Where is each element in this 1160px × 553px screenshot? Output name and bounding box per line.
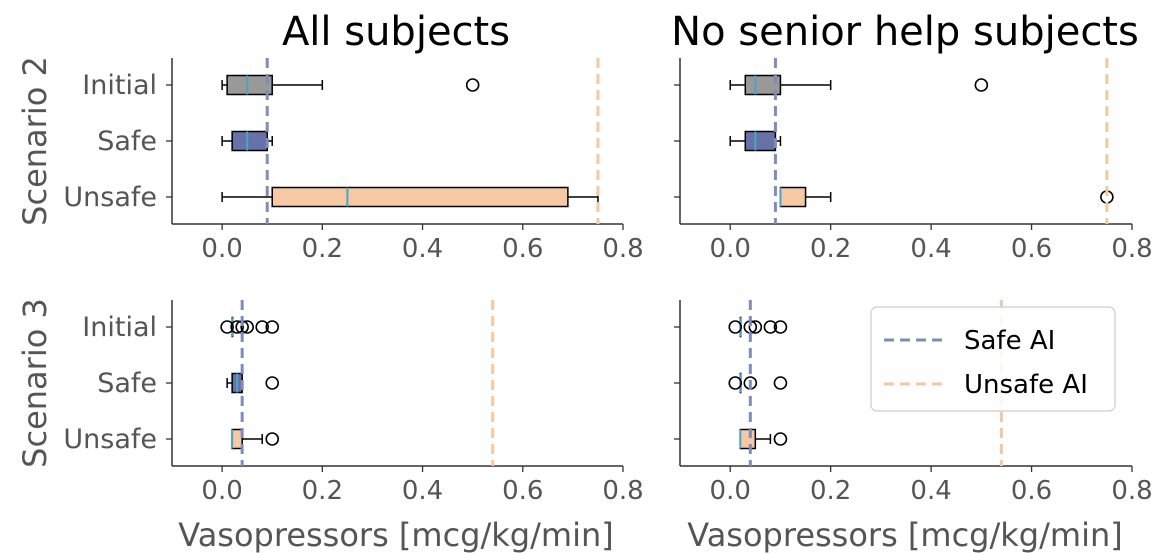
box-unsafe bbox=[231, 428, 243, 450]
box-unsafe bbox=[739, 428, 757, 450]
outlier-initial bbox=[265, 320, 280, 334]
box-initial bbox=[744, 74, 782, 96]
y-tick-label-safe: Safe bbox=[97, 126, 157, 157]
x-tick-label: 0.8 bbox=[602, 476, 643, 506]
x-tick-label: 0.0 bbox=[710, 476, 751, 506]
x-tick-label: 0.0 bbox=[201, 476, 242, 506]
x-axis-label-left: Vasopressors [mcg/kg/min] bbox=[178, 516, 613, 553]
x-tick-label: 0.6 bbox=[502, 476, 543, 506]
box-unsafe bbox=[271, 186, 569, 208]
x-tick-label: 0.6 bbox=[502, 234, 543, 264]
legend-label-safe-ai: Safe AI bbox=[964, 326, 1055, 356]
outlier-initial bbox=[748, 320, 763, 334]
row-title-scenario-3: Scenario 3 bbox=[16, 298, 54, 468]
outlier-initial bbox=[763, 320, 778, 334]
outlier-unsafe bbox=[773, 432, 788, 446]
box-initial bbox=[226, 74, 273, 96]
outlier-initial bbox=[240, 320, 254, 334]
outlier-safe bbox=[773, 376, 788, 390]
x-tick-label: 0.0 bbox=[710, 234, 751, 264]
x-tick-label: 0.6 bbox=[1011, 234, 1052, 264]
y-tick-label-initial: Initial bbox=[82, 70, 157, 101]
panel-4: 0.0 0.2 0.4 0.6 0.8 bbox=[674, 300, 1153, 506]
panel-1: 0.0 0.2 0.4 0.6 0.8 Initial Safe Unsafe bbox=[63, 58, 644, 264]
panel-2: 0.0 0.2 0.4 0.6 0.8 bbox=[674, 58, 1153, 264]
panel-3: 0.0 0.2 0.4 0.6 0.8 Initial Safe Unsafe bbox=[63, 300, 644, 506]
outlier-safe bbox=[728, 376, 743, 390]
x-tick-label: 0.8 bbox=[1111, 234, 1152, 264]
outlier-unsafe bbox=[265, 432, 280, 446]
outlier-safe bbox=[265, 376, 280, 390]
legend-label-unsafe-ai: Unsafe AI bbox=[964, 370, 1088, 400]
outlier-initial bbox=[465, 78, 480, 92]
column-title-no-senior-help: No senior help subjects bbox=[671, 9, 1139, 55]
x-tick-label: 0.4 bbox=[402, 476, 443, 506]
box-unsafe bbox=[779, 186, 807, 208]
x-tick-label: 0.4 bbox=[910, 234, 951, 264]
y-tick-label-initial: Initial bbox=[82, 312, 157, 343]
outlier-initial bbox=[974, 78, 989, 92]
x-tick-label: 0.8 bbox=[1111, 476, 1152, 506]
x-axis-label-right: Vasopressors [mcg/kg/min] bbox=[687, 516, 1122, 553]
x-tick-label: 0.2 bbox=[810, 476, 851, 506]
y-tick-label-unsafe: Unsafe bbox=[63, 424, 157, 455]
x-tick-label: 0.2 bbox=[302, 476, 343, 506]
x-tick-label: 0.4 bbox=[910, 476, 951, 506]
x-tick-label: 0.8 bbox=[602, 234, 643, 264]
x-tick-label: 0.4 bbox=[402, 234, 443, 264]
box-safe bbox=[231, 130, 268, 152]
outlier-initial bbox=[230, 320, 244, 334]
x-tick-label: 0.2 bbox=[302, 234, 343, 264]
outlier-initial bbox=[728, 320, 743, 334]
outlier-initial bbox=[220, 320, 234, 334]
row-title-scenario-2: Scenario 2 bbox=[16, 56, 54, 226]
column-title-all-subjects: All subjects bbox=[282, 9, 510, 55]
y-tick-label-safe: Safe bbox=[97, 368, 157, 399]
outlier-initial bbox=[255, 320, 270, 334]
x-tick-label: 0.0 bbox=[201, 234, 242, 264]
outlier-initial bbox=[773, 320, 788, 334]
box-safe bbox=[744, 130, 777, 152]
y-tick-label-unsafe: Unsafe bbox=[63, 182, 157, 213]
x-tick-label: 0.6 bbox=[1011, 476, 1052, 506]
x-tick-label: 0.2 bbox=[810, 234, 851, 264]
legend: Safe AI Unsafe AI bbox=[870, 306, 1116, 412]
